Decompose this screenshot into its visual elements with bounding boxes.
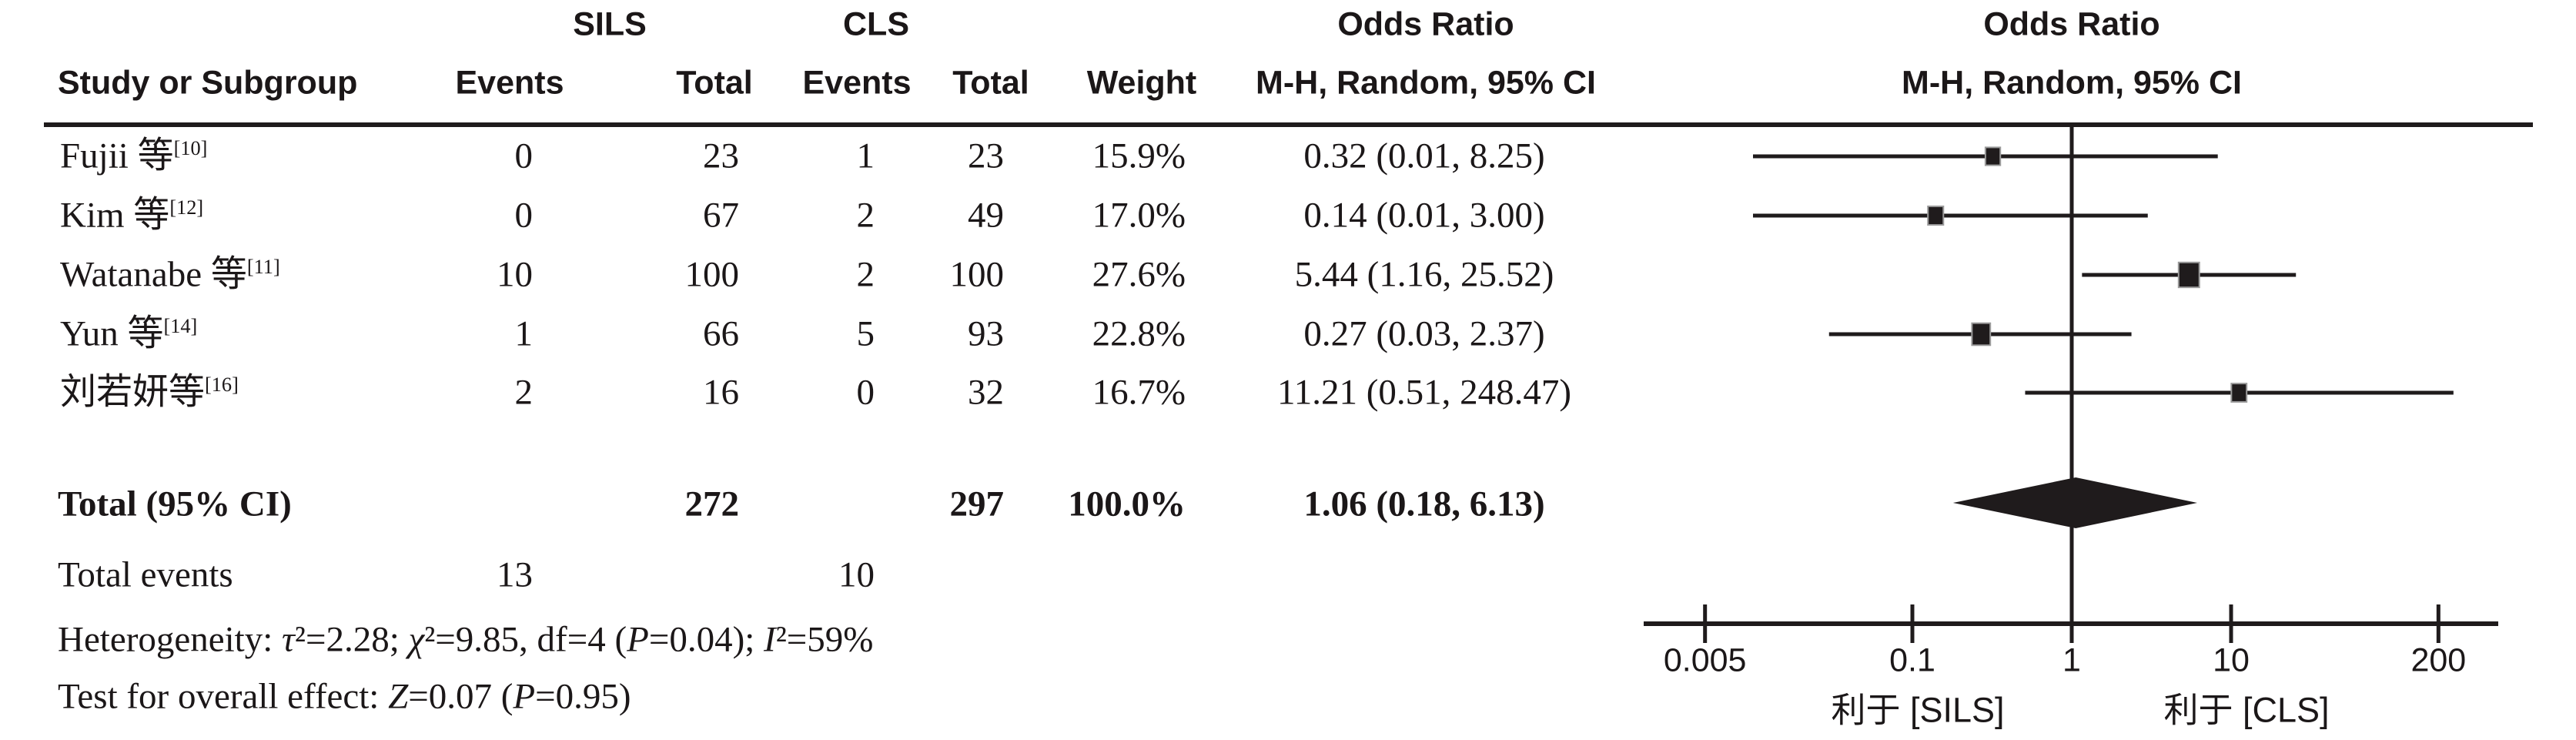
axis-tick-mark — [1910, 604, 1915, 643]
cls-events-cell: 1 — [856, 136, 875, 176]
total-cls-total: 297 — [949, 484, 1005, 524]
cls-total-cell: 93 — [968, 313, 1004, 354]
or-plot-subtitle: M-H, Random, 95% CI — [1902, 64, 2242, 102]
total-events-label: Total events — [58, 554, 233, 595]
sils-total-cell: 67 — [703, 195, 739, 236]
cls-events-cell: 2 — [856, 254, 875, 295]
or-point-square — [1984, 146, 2002, 166]
or-ci-cell: 11.21 (0.51, 248.47) — [1276, 372, 1572, 413]
weight-cell: 17.0% — [1092, 195, 1186, 236]
total-weight: 100.0% — [1068, 484, 1186, 524]
study-reference-superscript: [12] — [169, 196, 204, 219]
sils-events-cell: 1 — [514, 313, 534, 354]
sils-events-column-header: Events — [455, 64, 564, 102]
weight-cell: 15.9% — [1092, 136, 1186, 176]
overall-effect-test: Test for overall effect: Z=0.07 (P=0.95) — [58, 676, 631, 717]
or-column-subtitle: M-H, Random, 95% CI — [1256, 64, 1596, 102]
study-reference-superscript: [10] — [173, 136, 208, 159]
cls-total-cell: 32 — [968, 372, 1004, 413]
favours-right-label: 利于 [CLS] — [2163, 690, 2330, 730]
weight-cell: 16.7% — [1092, 372, 1186, 413]
weight-cell: 27.6% — [1092, 254, 1186, 295]
or-plot-title: Odds Ratio — [1983, 5, 2160, 43]
null-effect-line — [2069, 127, 2074, 643]
cls-total-cell: 100 — [949, 254, 1005, 295]
sils-total-column-header: Total — [676, 64, 753, 102]
cls-events-cell: 0 — [856, 372, 875, 413]
or-ci-cell: 0.32 (0.01, 8.25) — [1303, 136, 1545, 176]
study-reference-superscript: [14] — [163, 314, 198, 337]
group-header-cls: CLS — [843, 5, 909, 43]
total-sils-total: 272 — [684, 484, 740, 524]
study-label: 刘若妍等[16] — [60, 372, 239, 413]
header-rule — [44, 122, 2533, 127]
sils-total-cell: 100 — [684, 254, 740, 295]
group-header-sils: SILS — [573, 5, 647, 43]
axis-tick-label: 200 — [2410, 641, 2467, 679]
total-events-sils: 13 — [497, 554, 533, 595]
or-ci-cell: 0.14 (0.01, 3.00) — [1303, 195, 1545, 236]
weight-cell: 22.8% — [1092, 313, 1186, 354]
axis-tick-label: 1 — [2062, 641, 2081, 679]
cls-total-cell: 49 — [968, 195, 1004, 236]
study-label: Kim 等[12] — [60, 195, 204, 236]
study-reference-superscript: [11] — [246, 255, 280, 278]
axis-tick-label: 10 — [2213, 641, 2250, 679]
or-ci-cell: 0.27 (0.03, 2.37) — [1303, 313, 1545, 354]
total-events-cls: 10 — [838, 554, 875, 595]
axis-tick-mark — [2069, 604, 2074, 643]
or-point-square — [1927, 205, 1945, 226]
sils-total-cell: 23 — [703, 136, 739, 176]
axis-tick-mark — [2229, 604, 2233, 643]
ci-line — [1753, 213, 2148, 218]
sils-total-cell: 16 — [703, 372, 739, 413]
study-column-header: Study or Subgroup — [58, 64, 358, 102]
heterogeneity-stats: Heterogeneity: τ²=2.28; χ²=9.85, df=4 (P… — [58, 619, 874, 660]
cls-total-cell: 23 — [968, 136, 1004, 176]
summary-diamond — [1952, 477, 2198, 528]
total-or-ci: 1.06 (0.18, 6.13) — [1303, 484, 1545, 524]
cls-events-cell: 5 — [856, 313, 875, 354]
total-row-label: Total (95% CI) — [58, 484, 292, 524]
axis-tick-label: 0.005 — [1663, 641, 1747, 679]
sils-total-cell: 66 — [703, 313, 739, 354]
study-reference-superscript: [16] — [205, 373, 239, 396]
cls-total-column-header: Total — [952, 64, 1029, 102]
or-point-square — [2230, 383, 2248, 403]
cls-events-cell: 2 — [856, 195, 875, 236]
or-point-square — [1971, 322, 1992, 347]
cls-events-column-header: Events — [802, 64, 912, 102]
axis-tick-mark — [1703, 604, 1708, 643]
sils-events-cell: 0 — [514, 195, 534, 236]
axis-tick-mark — [2436, 604, 2441, 643]
sils-events-cell: 10 — [497, 254, 533, 295]
study-label: Yun 等[14] — [60, 313, 198, 354]
or-column-title: Odds Ratio — [1337, 5, 1514, 43]
favours-left-label: 利于 [SILS] — [1831, 690, 2005, 730]
weight-column-header: Weight — [1086, 64, 1197, 102]
study-label: Fujii 等[10] — [60, 136, 208, 176]
sils-events-cell: 2 — [514, 372, 534, 413]
or-point-square — [2177, 261, 2200, 289]
study-label: Watanabe 等[11] — [60, 254, 280, 295]
sils-events-cell: 0 — [514, 136, 534, 176]
or-ci-cell: 5.44 (1.16, 25.52) — [1294, 254, 1554, 295]
axis-tick-label: 0.1 — [1889, 641, 1935, 679]
